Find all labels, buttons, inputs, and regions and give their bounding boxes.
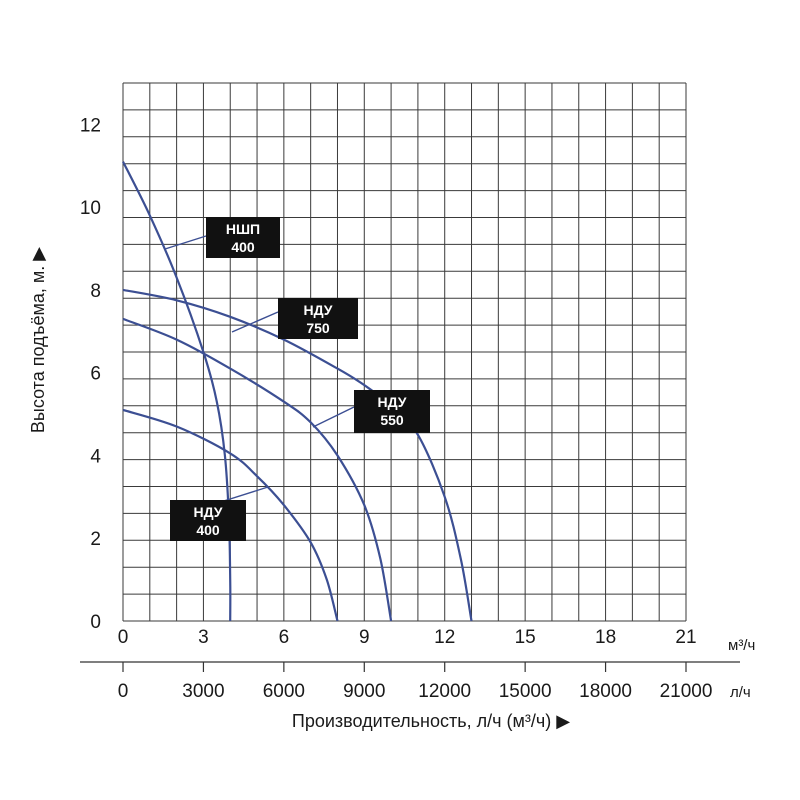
series-label-1: НДУ 750	[231, 298, 358, 339]
label-text: НШП	[226, 221, 260, 237]
y-tick-label: 2	[90, 529, 101, 550]
x-secondary-tick-label: 12000	[418, 681, 471, 702]
y-tick-label: 12	[80, 115, 101, 136]
leader-line	[312, 406, 355, 428]
series-label-3: НДУ 400	[170, 486, 269, 541]
leader-line	[231, 311, 279, 333]
x-secondary-tick-labels: 0 3000 6000 9000 12000 15000 18000 21000	[118, 662, 713, 702]
x-secondary-tick-label: 9000	[343, 681, 385, 702]
x-axis-title: Производительность, л/ч (м³/ч) ▶	[292, 711, 570, 731]
series-labels: НШП 400 НДУ 750 НДУ 550 НДУ 400	[164, 217, 430, 541]
x-secondary-tick-label: 18000	[579, 681, 632, 702]
leader-line	[164, 235, 207, 250]
y-tick-label: 8	[90, 281, 101, 302]
grid	[122, 82, 687, 622]
x-tick-label: 15	[515, 627, 536, 648]
label-text: НДУ	[194, 504, 223, 520]
series-line-1	[122, 288, 473, 622]
x-tick-label: 18	[595, 627, 616, 648]
y-tick-label: 4	[90, 446, 101, 467]
x-secondary-tick-label: 15000	[499, 681, 552, 702]
y-axis-title: Высота подъёма, м. ▶	[28, 247, 48, 433]
x-secondary-tick-label: 0	[118, 681, 129, 702]
series-label-2: НДУ 550	[312, 390, 430, 433]
label-box	[354, 390, 430, 433]
x-tick-label: 21	[675, 627, 696, 648]
y-tick-label: 6	[90, 364, 101, 385]
label-text: 400	[231, 239, 255, 255]
label-text: НДУ	[378, 394, 407, 410]
x-tick-label: 6	[279, 627, 290, 648]
x-tick-label: 12	[434, 627, 455, 648]
label-text: 400	[196, 522, 220, 538]
y-tick-label: 0	[90, 612, 101, 633]
series-line-2	[122, 317, 393, 622]
x-unit-primary: м³/ч	[728, 637, 755, 654]
label-text: НДУ	[304, 302, 333, 318]
label-box	[278, 298, 358, 339]
series-line-3	[122, 408, 339, 622]
x-secondary-tick-label: 6000	[263, 681, 305, 702]
x-tick-labels: 0 3 6 9 12 15 18 21	[118, 627, 697, 648]
y-tick-labels: 0 2 4 6 8 10 12	[80, 115, 102, 633]
label-text: 550	[380, 412, 404, 428]
x-unit-secondary: л/ч	[730, 684, 751, 701]
y-tick-label: 10	[80, 198, 101, 219]
x-tick-label: 9	[359, 627, 370, 648]
x-secondary-tick-label: 3000	[182, 681, 224, 702]
label-box	[206, 217, 280, 258]
x-secondary-tick-label: 21000	[660, 681, 713, 702]
x-tick-label: 3	[198, 627, 209, 648]
label-box	[170, 500, 246, 541]
label-text: 750	[306, 320, 330, 336]
series-curves	[122, 161, 473, 622]
series-label-0: НШП 400	[164, 217, 280, 258]
series-line-0	[122, 161, 232, 622]
x-tick-label: 0	[118, 627, 129, 648]
